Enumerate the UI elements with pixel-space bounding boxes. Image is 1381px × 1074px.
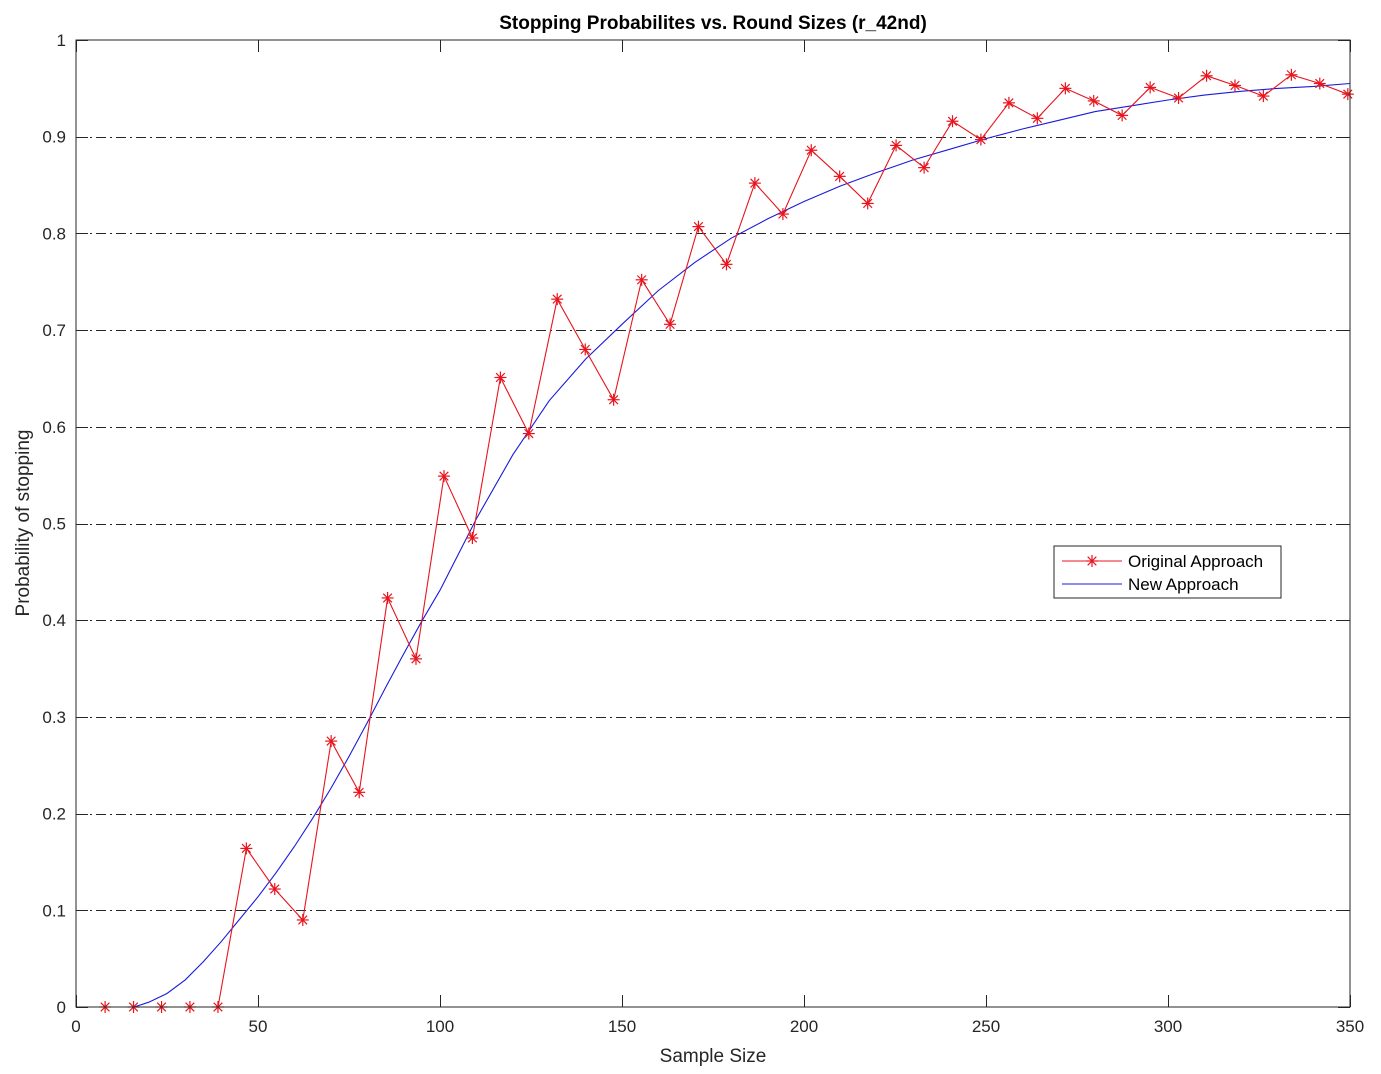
y-tick-label: 0.2 <box>42 805 66 824</box>
x-tick-label: 0 <box>71 1017 80 1036</box>
data-point-marker <box>1200 69 1213 82</box>
data-point-marker <box>1313 77 1326 90</box>
chart-title: Stopping Probabilites vs. Round Sizes (r… <box>499 13 927 34</box>
data-point-marker <box>664 318 677 331</box>
y-tick-label: 0 <box>57 998 66 1017</box>
data-point-marker <box>1285 68 1298 81</box>
data-point-marker <box>833 170 846 183</box>
data-point-marker <box>692 220 705 233</box>
legend-label-new: New Approach <box>1128 575 1239 594</box>
y-tick-label: 0.9 <box>42 128 66 147</box>
data-point-marker <box>748 177 761 190</box>
data-point-marker <box>776 208 789 221</box>
axis-ticks: 0 50 100 150 200 250 300 350 0 0.1 0.2 0.3 0.4 0.5 0.6… <box>42 31 1364 1036</box>
y-tick-label: 1 <box>57 31 66 50</box>
y-tick-label: 0.4 <box>42 611 66 630</box>
data-point-marker <box>466 532 479 545</box>
y-tick-label: 0.5 <box>42 515 66 534</box>
data-point-marker <box>890 139 903 152</box>
data-point-marker <box>720 258 733 271</box>
x-tick-label: 150 <box>608 1017 636 1036</box>
data-point-marker <box>1228 79 1241 92</box>
data-point-marker <box>1059 82 1072 95</box>
x-tick-label: 200 <box>790 1017 818 1036</box>
plot-frame <box>75 39 1351 1008</box>
data-point-marker <box>409 652 422 665</box>
x-tick-label: 350 <box>1336 1017 1364 1036</box>
x-tick-label: 100 <box>426 1017 454 1036</box>
data-point-marker <box>353 786 366 799</box>
data-point-marker <box>635 273 648 286</box>
x-tick-label: 300 <box>1154 1017 1182 1036</box>
y-tick-label: 0.1 <box>42 901 66 920</box>
data-point-marker <box>1341 88 1354 101</box>
data-point-marker <box>974 133 987 146</box>
plot-area <box>76 40 1350 1007</box>
y-tick-label: 0.8 <box>42 224 66 243</box>
y-tick-label: 0.3 <box>42 708 66 727</box>
x-axis-label: Sample Size <box>660 1046 767 1067</box>
data-point-marker <box>861 197 874 210</box>
data-point-marker <box>918 161 931 174</box>
data-point-marker <box>438 470 451 483</box>
series-layer <box>99 68 1354 1013</box>
data-point-marker <box>268 883 281 896</box>
data-point-marker <box>579 343 592 356</box>
data-point-marker <box>805 144 818 157</box>
data-point-marker <box>1087 94 1100 107</box>
y-axis-label: Probability of stopping <box>13 430 34 617</box>
data-point-marker <box>1002 96 1015 109</box>
data-point-marker <box>1116 109 1129 122</box>
data-point-marker <box>522 427 535 440</box>
data-point-marker <box>1257 90 1270 103</box>
data-point-marker <box>1144 81 1157 94</box>
data-point-marker <box>1086 555 1098 567</box>
data-point-marker <box>240 842 253 855</box>
data-point-marker <box>551 293 564 306</box>
legend-label-original: Original Approach <box>1128 552 1263 571</box>
y-tick-label: 0.7 <box>42 321 66 340</box>
data-point-marker <box>325 735 338 748</box>
data-point-marker <box>381 591 394 604</box>
legend-asterisk-marker <box>1086 555 1098 567</box>
data-point-marker <box>494 371 507 384</box>
series-line-new-approach <box>105 82 1351 1008</box>
data-point-marker <box>1172 92 1185 105</box>
y-tick-label: 0.6 <box>42 418 66 437</box>
legend-box <box>1053 545 1282 599</box>
data-point-marker <box>607 393 620 406</box>
grid-lines <box>76 137 1350 911</box>
legend: Original Approach New Approach <box>1053 545 1282 599</box>
data-point-marker <box>296 913 309 926</box>
data-point-marker <box>946 115 959 128</box>
x-tick-label: 50 <box>249 1017 268 1036</box>
data-point-marker <box>1031 112 1044 125</box>
x-tick-label: 250 <box>972 1017 1000 1036</box>
